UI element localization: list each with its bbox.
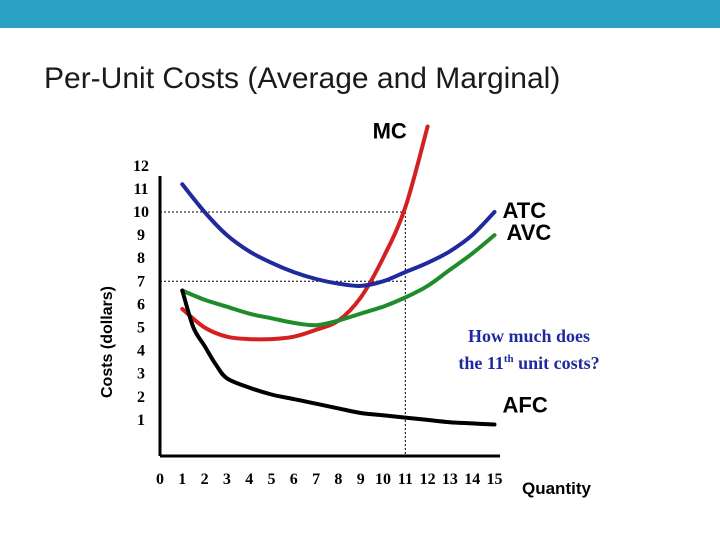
x-tick-label: 14 [464, 471, 480, 488]
y-tick-label: 4 [137, 343, 145, 360]
x-tick-labels: 0 1 2 3 4 5 6 7 8 9 10 11 12 13 14 15 [156, 471, 503, 488]
atc-label: ATC [503, 198, 547, 223]
y-tick-label: 8 [137, 250, 145, 267]
x-tick-label: 7 [312, 471, 320, 488]
mc-label: MC [373, 119, 407, 144]
y-axis-title: Costs (dollars) [99, 286, 116, 398]
question-line-2: the 11th unit costs? [458, 353, 599, 373]
x-tick-label: 3 [223, 471, 231, 488]
curves [180, 124, 497, 427]
x-tick-label: 1 [178, 471, 186, 488]
afc-label: AFC [503, 393, 548, 418]
y-tick-label: 11 [133, 181, 148, 198]
afc-curve [180, 288, 497, 427]
y-tick-label: 6 [137, 296, 145, 313]
atc-curve [180, 182, 497, 288]
x-tick-label: 5 [268, 471, 276, 488]
y-tick-label: 5 [137, 320, 145, 337]
x-tick-label: 4 [245, 471, 253, 488]
question-line-1: How much does [468, 326, 590, 346]
y-tick-label: 12 [133, 158, 149, 175]
reference-lines [160, 211, 406, 456]
x-tick-label: 11 [398, 471, 413, 488]
x-tick-label: 9 [357, 471, 365, 488]
y-tick-label: 3 [137, 366, 145, 383]
mc-curve [180, 124, 430, 342]
top-bar [0, 0, 720, 28]
x-axis-title: Quantity [522, 479, 591, 498]
question-line-2-end: unit costs? [514, 353, 600, 373]
x-tick-label: 13 [442, 471, 458, 488]
x-tick-label: 2 [201, 471, 209, 488]
y-tick-labels: 12 11 10 9 8 7 6 5 4 3 2 1 [133, 158, 149, 429]
axes [158, 176, 500, 458]
x-tick-label: 12 [420, 471, 436, 488]
x-tick-label: 15 [487, 471, 503, 488]
slide-title: Per-Unit Costs (Average and Marginal) [44, 62, 561, 95]
y-tick-label: 7 [137, 273, 145, 290]
x-tick-label: 10 [375, 471, 391, 488]
x-tick-label: 6 [290, 471, 298, 488]
avc-label: AVC [507, 220, 552, 245]
avc-curve [180, 233, 497, 328]
question-line-2-sup: th [504, 353, 514, 365]
question-line-2-start: the 11 [458, 353, 504, 373]
x-tick-label: 0 [156, 471, 164, 488]
y-tick-label: 9 [137, 227, 145, 244]
y-tick-label: 10 [133, 204, 149, 221]
y-tick-label: 2 [137, 389, 145, 406]
x-tick-label: 8 [334, 471, 342, 488]
y-tick-label: 1 [137, 412, 145, 429]
